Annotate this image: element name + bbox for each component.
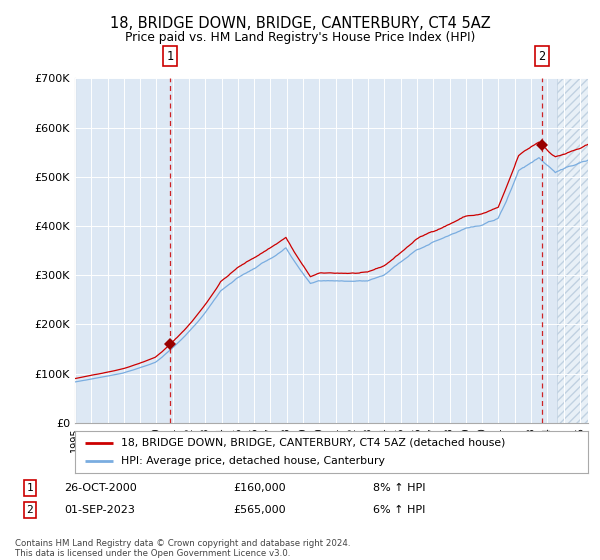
Text: 8% ↑ HPI: 8% ↑ HPI	[373, 483, 425, 493]
Text: 18, BRIDGE DOWN, BRIDGE, CANTERBURY, CT4 5AZ (detached house): 18, BRIDGE DOWN, BRIDGE, CANTERBURY, CT4…	[121, 438, 506, 448]
Text: 6% ↑ HPI: 6% ↑ HPI	[373, 505, 425, 515]
Text: 2: 2	[26, 505, 34, 515]
Text: £565,000: £565,000	[233, 505, 286, 515]
Text: 1: 1	[166, 49, 173, 63]
Text: Price paid vs. HM Land Registry's House Price Index (HPI): Price paid vs. HM Land Registry's House …	[125, 31, 475, 44]
Text: Contains HM Land Registry data © Crown copyright and database right 2024.
This d: Contains HM Land Registry data © Crown c…	[15, 539, 350, 558]
Text: 2: 2	[538, 49, 545, 63]
Text: 26-OCT-2000: 26-OCT-2000	[64, 483, 137, 493]
Text: 1: 1	[26, 483, 34, 493]
Text: £160,000: £160,000	[233, 483, 286, 493]
Text: 01-SEP-2023: 01-SEP-2023	[64, 505, 135, 515]
Text: HPI: Average price, detached house, Canterbury: HPI: Average price, detached house, Cant…	[121, 456, 385, 466]
Text: 18, BRIDGE DOWN, BRIDGE, CANTERBURY, CT4 5AZ: 18, BRIDGE DOWN, BRIDGE, CANTERBURY, CT4…	[110, 16, 490, 31]
